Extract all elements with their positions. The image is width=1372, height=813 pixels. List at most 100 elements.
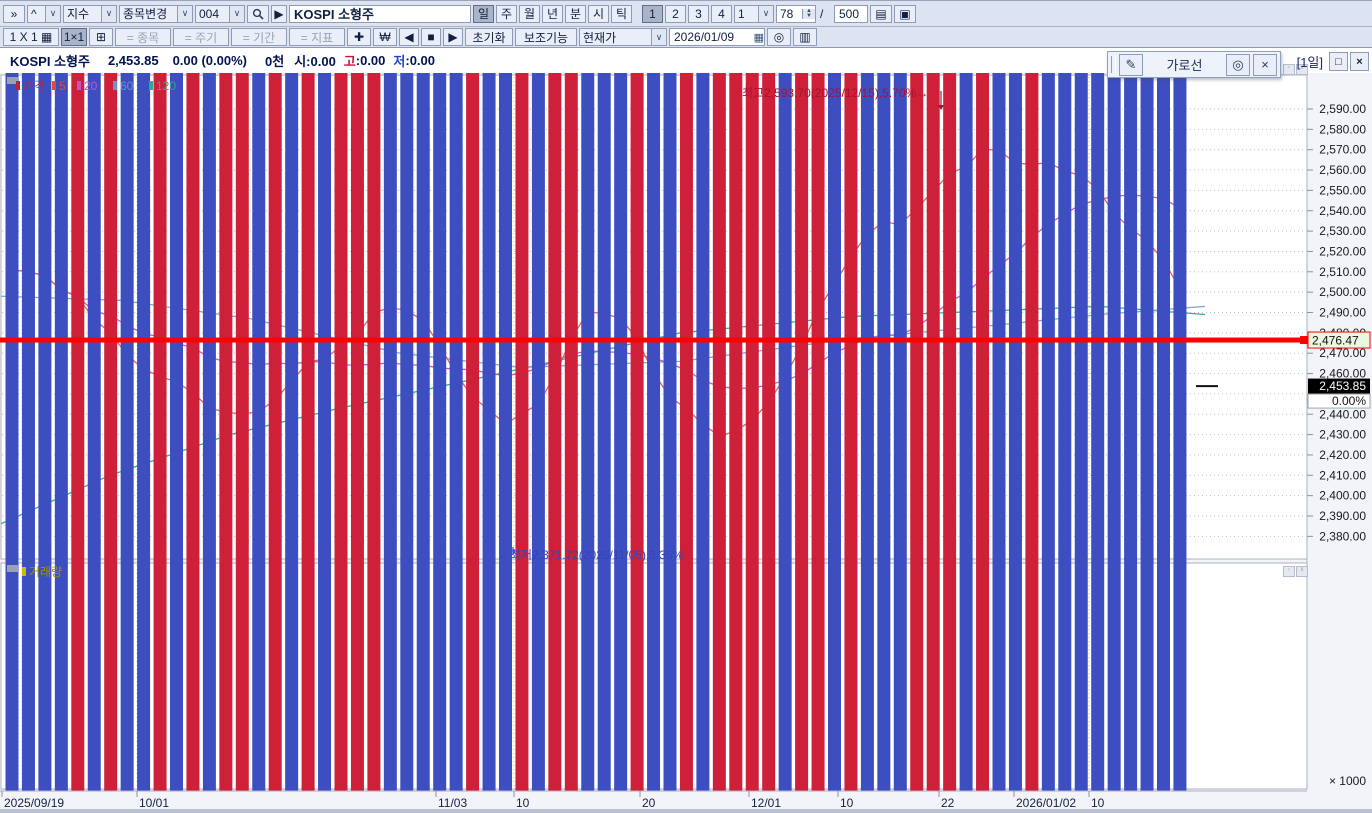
current-change-label: 0.00% <box>1332 394 1366 408</box>
volume-bar <box>877 1 891 791</box>
chart-toolbar: 1 X 1 ▦ 1×1 ⊞ = 종목 = 주기 = 기간 = 지표 ✚ ₩ ◀ ■ ▶ 초기화 보조기능 현… <box>0 27 1372 48</box>
close-icon[interactable]: × <box>1253 53 1277 76</box>
restore-window-icon[interactable]: □ <box>1329 52 1348 71</box>
calendar-icon[interactable]: ▦ <box>753 31 764 44</box>
candle <box>960 115 972 187</box>
candle <box>22 261 34 274</box>
pen-icon[interactable]: ✎ <box>1119 53 1143 76</box>
total-bars-input[interactable]: 500 <box>834 4 868 23</box>
spinner-arrows[interactable]: ▲ ▼ <box>802 8 815 19</box>
toolbar-grip[interactable] <box>1111 56 1116 73</box>
prev-button[interactable]: ◀ <box>399 28 419 46</box>
volume-bar <box>926 1 940 791</box>
interval-1-button[interactable]: 1 <box>642 4 663 23</box>
volume-pane-handle[interactable] <box>7 565 18 572</box>
horizontal-trend-line[interactable] <box>0 337 1307 343</box>
chevron-down-icon[interactable]: ∨ <box>758 5 773 22</box>
volume-bar <box>71 1 85 791</box>
market-combo[interactable]: 지수 ∨ <box>63 4 117 23</box>
volume-bar <box>910 1 924 791</box>
layout-1x1-button[interactable]: 1×1 <box>61 28 87 46</box>
bar-count-spinner[interactable]: 78 ▲ ▼ <box>776 4 816 23</box>
interval-4-button[interactable]: 4 <box>711 4 732 23</box>
chevron-down-icon[interactable]: ∨ <box>177 5 192 22</box>
volume-bar <box>976 1 990 791</box>
candle <box>977 147 989 169</box>
symbol-change-combo[interactable]: 종목변경 ∨ <box>119 4 193 23</box>
candle <box>55 286 67 331</box>
period-tick-button[interactable]: 틱 <box>611 4 632 23</box>
price-axis-label: 2,550.00 <box>1319 183 1366 197</box>
current-price-combo[interactable]: 현재가 ∨ <box>579 28 667 46</box>
date-input[interactable]: 2026/01/09 ▦ <box>669 28 765 46</box>
candle <box>1108 243 1120 260</box>
close-window-icon[interactable]: × <box>1350 52 1369 71</box>
code-combo[interactable]: 004 ∨ <box>195 4 245 23</box>
candle <box>549 267 561 346</box>
legend-label: 5 <box>59 79 66 93</box>
horizontal-line-toolbar[interactable]: ✎ 가로선 ◎ × <box>1107 51 1281 78</box>
volume-bar <box>285 1 299 791</box>
volume-bar <box>581 1 595 791</box>
pane-restore-icon[interactable]: ▫ <box>1283 64 1295 75</box>
period-month-button[interactable]: 월 <box>519 4 540 23</box>
price-pane-handle[interactable] <box>7 77 18 84</box>
next-symbol-button[interactable]: ▶ <box>271 4 287 23</box>
line-settings-icon[interactable]: ◎ <box>1226 53 1250 76</box>
price-axis-label: 2,420.00 <box>1319 448 1366 462</box>
link-range-button[interactable]: = 기간 <box>231 28 287 46</box>
period-hour-button[interactable]: 시 <box>588 4 609 23</box>
pane-close-icon[interactable]: x <box>1296 566 1308 577</box>
won-tool-button[interactable]: ₩ <box>373 28 397 46</box>
period-week-button[interactable]: 주 <box>496 4 517 23</box>
settings-button[interactable]: ◎ <box>767 28 791 46</box>
aux-function-button[interactable]: 보조기능 <box>515 28 577 46</box>
reset-button[interactable]: 초기화 <box>465 28 513 46</box>
link-symbol-button[interactable]: = 종목 <box>115 28 171 46</box>
hline-price-label: 2,476.47 <box>1312 334 1359 348</box>
play-button[interactable]: ▶ <box>443 28 463 46</box>
period-day-button[interactable]: 일 <box>473 4 494 23</box>
candle <box>72 326 84 333</box>
chevron-down-icon[interactable]: ∨ <box>229 5 244 22</box>
date-axis-label: 2025/09/19 <box>4 796 64 810</box>
price-axis-label: 2,530.00 <box>1319 224 1366 238</box>
link-period-button[interactable]: = 주기 <box>173 28 229 46</box>
candle <box>483 412 495 437</box>
volume-bar <box>992 1 1006 791</box>
chevron-down-icon[interactable]: ∨ <box>101 5 116 22</box>
pane-restore-icon[interactable]: ▫ <box>1283 566 1295 577</box>
candle <box>450 397 462 415</box>
volume-bar <box>1041 1 1055 791</box>
interval-combo[interactable]: 1 ∨ <box>734 4 774 23</box>
link-indicator-button[interactable]: = 지표 <box>289 28 345 46</box>
volume-bar <box>104 1 118 791</box>
dock-toggle-button[interactable]: » <box>3 4 25 23</box>
chart-type-button[interactable]: ▥ <box>793 28 817 46</box>
symbol-input[interactable]: KOSPI 소형주 <box>289 4 471 23</box>
save-button[interactable]: ▣ <box>894 4 916 23</box>
period-year-button[interactable]: 년 <box>542 4 563 23</box>
chevron-down-icon[interactable]: ∨ <box>45 5 60 22</box>
move-tool-button[interactable]: ✚ <box>347 28 371 46</box>
date-axis: 2025/09/19 10/01 11/03 10 20 12/01 10 22 2026/01… <box>0 790 1307 810</box>
price-axis-label: 2,380.00 <box>1319 529 1366 543</box>
candle <box>88 328 100 382</box>
stop-button[interactable]: ■ <box>421 28 441 46</box>
candle <box>779 316 791 333</box>
layout-grid-button[interactable]: ⊞ <box>89 28 113 46</box>
date-axis-label: 11/03 <box>438 796 467 810</box>
volume-bar <box>811 1 825 791</box>
date-axis-label: 10 <box>840 796 854 810</box>
interval-2-button[interactable]: 2 <box>665 4 686 23</box>
layout-button[interactable]: 1 X 1 ▦ <box>3 28 59 46</box>
new-chart-button[interactable]: ▤ <box>870 4 892 23</box>
search-button[interactable] <box>247 4 269 23</box>
chevron-down-icon[interactable]: ∨ <box>651 29 666 45</box>
mode-combo[interactable]: ^ ∨ <box>27 4 61 23</box>
combo-value: 지수 <box>67 7 90 21</box>
interval-3-button[interactable]: 3 <box>688 4 709 23</box>
pane-close-icon[interactable]: x <box>1296 64 1308 75</box>
period-minute-button[interactable]: 분 <box>565 4 586 23</box>
